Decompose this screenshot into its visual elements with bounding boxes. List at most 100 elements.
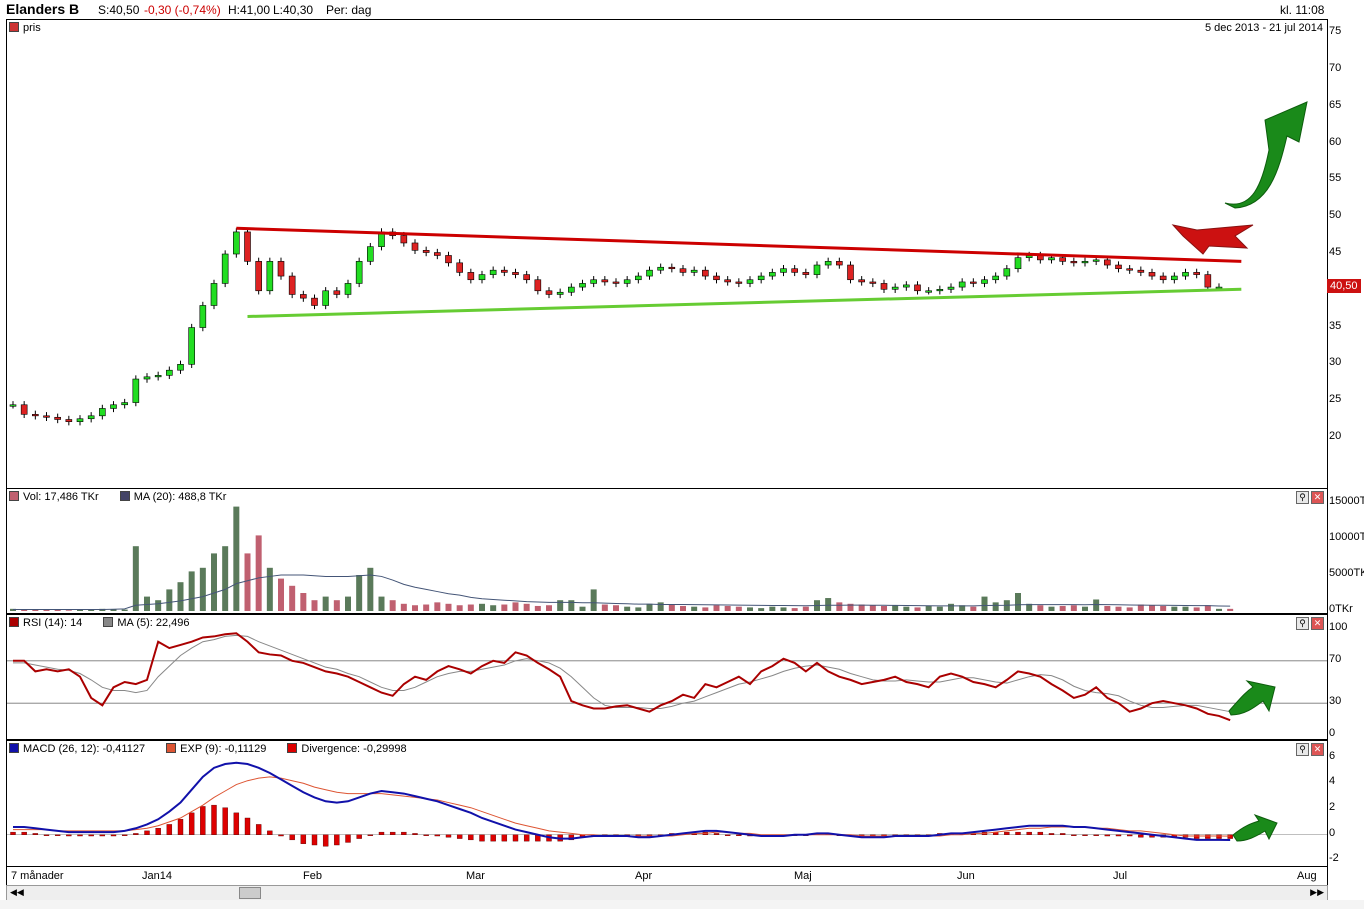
volume-bar bbox=[322, 596, 329, 611]
close-icon[interactable]: ✕ bbox=[1311, 743, 1324, 756]
magnify-icon[interactable]: ⚲ bbox=[1296, 491, 1309, 504]
scrollbar[interactable]: ◀◀ ▶▶ bbox=[6, 885, 1328, 901]
volume-panel[interactable]: Vol: 17,486 TKr MA (20): 488,8 TKr ⚲ ✕ bbox=[6, 488, 1328, 614]
candle bbox=[635, 275, 642, 281]
divergence-bar bbox=[1126, 834, 1133, 837]
candle bbox=[110, 404, 117, 409]
divergence-bar bbox=[423, 834, 429, 836]
divergence-bar bbox=[1015, 831, 1021, 835]
candle bbox=[556, 291, 564, 295]
volume-bar bbox=[992, 602, 999, 611]
divergence-bar bbox=[1026, 831, 1032, 835]
candle bbox=[802, 272, 810, 275]
candle bbox=[534, 279, 542, 292]
support-trendline bbox=[247, 287, 1242, 319]
candle bbox=[411, 242, 419, 251]
candle bbox=[87, 415, 95, 420]
candle bbox=[1092, 259, 1100, 262]
resistance-trendline bbox=[236, 226, 1242, 263]
divergence-bar bbox=[278, 834, 284, 837]
volume-bar bbox=[490, 605, 497, 611]
scroll-thumb[interactable] bbox=[239, 887, 261, 899]
magnify-icon[interactable]: ⚲ bbox=[1296, 617, 1309, 630]
volume-bar bbox=[523, 603, 530, 611]
volume-bar bbox=[177, 582, 184, 611]
macd-legend-label: MACD (26, 12): -0,41127 bbox=[23, 743, 146, 755]
candle bbox=[166, 369, 173, 376]
last-price-tag: 40,50 bbox=[1327, 279, 1361, 294]
instrument-title: Elanders B bbox=[6, 1, 80, 17]
volume-bar bbox=[724, 605, 731, 611]
volume-bar bbox=[1082, 606, 1088, 611]
date-range: 5 dec 2013 - 21 jul 2014 bbox=[1204, 22, 1323, 34]
scroll-left-icon[interactable]: ◀◀ bbox=[10, 887, 24, 897]
volume-bar bbox=[546, 605, 552, 611]
volume-bar bbox=[1026, 603, 1033, 611]
divergence-bar bbox=[479, 834, 485, 842]
volume-bar bbox=[747, 607, 753, 611]
close-icon[interactable]: ✕ bbox=[1311, 617, 1324, 630]
rsi-ma-line bbox=[13, 634, 1231, 713]
exp-legend-label: EXP (9): -0,11129 bbox=[180, 743, 267, 755]
candle bbox=[1070, 261, 1078, 264]
divergence-bar bbox=[1227, 834, 1233, 839]
price-panel[interactable]: pris 5 dec 2013 - 21 jul 2014 bbox=[6, 19, 1328, 489]
candle bbox=[467, 272, 475, 281]
volume-bar bbox=[1204, 605, 1211, 611]
volume-bar bbox=[869, 605, 876, 611]
volume-bar bbox=[211, 553, 217, 611]
candle bbox=[813, 264, 821, 275]
volume-bar bbox=[434, 602, 441, 611]
volume-bar bbox=[333, 600, 340, 611]
candle bbox=[958, 281, 966, 288]
volume-bar bbox=[311, 600, 318, 611]
candle bbox=[1171, 275, 1178, 281]
volume-bar bbox=[1193, 607, 1200, 611]
up-arrow-icon bbox=[1224, 101, 1308, 209]
candle bbox=[992, 275, 999, 281]
status-bar bbox=[0, 900, 1364, 909]
volume-bar bbox=[412, 605, 418, 611]
divergence-bar bbox=[389, 831, 396, 835]
volume-bar bbox=[769, 606, 776, 611]
volume-bar bbox=[278, 578, 284, 611]
candle bbox=[1014, 257, 1022, 270]
macd-panel[interactable]: MACD (26, 12): -0,41127 EXP (9): -0,1112… bbox=[6, 740, 1328, 867]
volume-bar bbox=[557, 600, 564, 611]
candle bbox=[132, 378, 140, 403]
magnify-icon[interactable]: ⚲ bbox=[1296, 743, 1309, 756]
divergence-bar bbox=[1205, 834, 1211, 839]
time-axis: 7 månader Jan14 Feb Mar Apr Maj Jun Jul Aug bbox=[6, 866, 1328, 886]
volume-bar bbox=[568, 600, 575, 611]
candle bbox=[791, 268, 798, 273]
volume-tick-label: 0TKr bbox=[1329, 603, 1353, 615]
volume-tick-label: 5000TKr bbox=[1329, 567, 1364, 579]
divergence-bar bbox=[166, 824, 173, 835]
price-tick-label: 65 bbox=[1329, 98, 1342, 111]
rsi-panel[interactable]: RSI (14): 14 MA (5): 22,496 ⚲ ✕ bbox=[6, 614, 1328, 740]
divergence-bar bbox=[267, 830, 273, 835]
candle bbox=[20, 404, 28, 415]
divergence-bar bbox=[1048, 833, 1055, 835]
divergence-bar bbox=[367, 834, 374, 836]
divergence-bar bbox=[1138, 834, 1144, 838]
candle bbox=[1137, 269, 1145, 273]
scroll-right-icon[interactable]: ▶▶ bbox=[1310, 887, 1324, 897]
divergence-bar bbox=[401, 831, 407, 835]
divergence-bar bbox=[1004, 831, 1010, 835]
close-icon[interactable]: ✕ bbox=[1311, 491, 1324, 504]
candle bbox=[780, 268, 787, 273]
candle bbox=[154, 375, 162, 378]
volume-bar bbox=[199, 567, 206, 611]
volume-bar bbox=[758, 608, 765, 611]
candle bbox=[233, 231, 240, 255]
volume-bar bbox=[166, 589, 173, 611]
rsi-legend: RSI (14): 14 MA (5): 22,496 bbox=[9, 617, 190, 629]
volume-bar bbox=[77, 609, 83, 611]
candle bbox=[836, 261, 843, 266]
price-tick-label: 75 bbox=[1329, 25, 1342, 38]
volume-bar bbox=[635, 607, 642, 611]
candle bbox=[947, 286, 955, 290]
volume-bar bbox=[188, 571, 195, 611]
price-tick-label: 50 bbox=[1329, 209, 1342, 222]
